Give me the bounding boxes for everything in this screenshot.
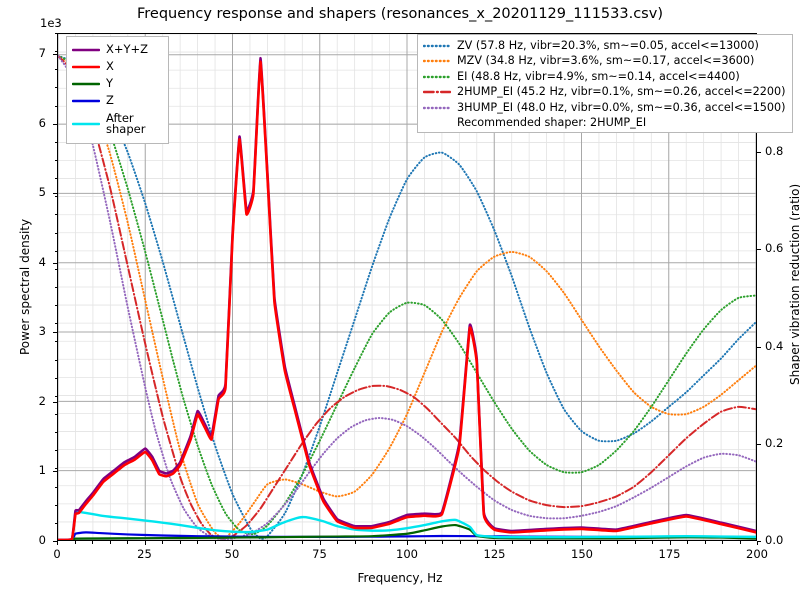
legend-item-ei[interactable]: EI (48.8 Hz, vibr=4.9%, sm~=0.14, accel<… [423,69,785,85]
legend-line-sample [423,56,451,66]
legend-line-sample [72,79,100,89]
legend-line-sample [72,45,100,55]
legend-item-label: Y [106,76,114,91]
legend-line-sample [72,96,100,106]
x-tick-200: 200 [746,547,768,561]
x-tick-125: 125 [483,547,506,561]
legend-item-zv[interactable]: ZV (57.8 Hz, vibr=20.3%, sm~=0.05, accel… [423,38,785,54]
x-tick-25: 25 [137,547,152,561]
x-tick-175: 175 [658,547,681,561]
legend-item-label: EI (48.8 Hz, vibr=4.9%, sm~=0.14, accel<… [457,69,740,83]
y-tick-left-7: 7 [38,45,46,60]
y-tick-left-2: 2 [38,393,46,408]
data-curves [58,54,756,540]
y-tick-right-0: 0.0 [765,533,784,547]
y-tick-left-5: 5 [38,185,46,200]
legend-item-x[interactable]: X [72,58,162,75]
y-tick-right-0p4: 0.4 [765,338,784,353]
legend-line-sample [72,62,100,72]
legend-item-label: 3HUMP_EI (48.0 Hz, vibr=0.0%, sm~=0.36, … [457,100,786,114]
legend-item-label: X+Y+Z [106,42,149,57]
recommended-shaper-note: Recommended shaper: 2HUMP_EI [457,115,647,129]
legend-item-mzv[interactable]: MZV (34.8 Hz, vibr=3.6%, sm~=0.17, accel… [423,54,785,70]
legend-item-label: Z [106,93,114,108]
x-axis-label: Frequency, Hz [357,571,443,585]
x-tick-75: 75 [312,547,327,561]
shaper-curve-2HUMP_EI [58,54,756,540]
shaper-curve-3HUMP_EI [58,54,756,540]
y-tick-right-0p6: 0.6 [765,241,784,256]
legend-item-label: 2HUMP_EI (45.2 Hz, vibr=0.1%, sm~=0.26, … [457,85,786,99]
chart-title: Frequency response and shapers (resonanc… [137,6,663,22]
y-tick-left-0: 0 [38,533,46,547]
legend-item-label: MZV (34.8 Hz, vibr=3.6%, sm~=0.17, accel… [457,54,755,68]
legend-shapers[interactable]: ZV (57.8 Hz, vibr=20.3%, sm~=0.05, accel… [417,34,794,133]
y-tick-left-6: 6 [38,115,46,130]
legend-item-2hump-ei[interactable]: 2HUMP_EI (45.2 Hz, vibr=0.1%, sm~=0.26, … [423,85,785,101]
x-tick-100: 100 [396,547,418,561]
legend-item-after-shaper[interactable]: After shaper [72,109,162,139]
legend-item-label: X [106,59,114,74]
legend-line-sample [423,72,451,82]
shaper-curve-MZV [58,54,756,539]
legend-item-x-y-z[interactable]: X+Y+Z [72,41,162,58]
legend-line-sample [423,87,451,97]
legend-line-sample [72,119,100,129]
legend-psd[interactable]: X+Y+Z X Y Z After shaper [66,36,169,144]
y-axis-multiplier: 1e3 [40,16,62,30]
legend-item-z[interactable]: Z [72,92,162,109]
x-tick-0: 0 [53,547,61,561]
legend-item-3hump-ei[interactable]: 3HUMP_EI (48.0 Hz, vibr=0.0%, sm~=0.36, … [423,100,785,116]
legend-line-sample [423,103,451,113]
y-axis-right-label: Shaper vibration reduction (ratio) [788,183,800,385]
y-tick-left-4: 4 [38,254,46,269]
y-tick-right-0p8: 0.8 [765,144,784,159]
shaper-curve-ZV [58,54,756,540]
y-tick-left-3: 3 [38,324,46,339]
shaper-curve-EI [58,54,756,536]
y-tick-right-0p2: 0.2 [765,435,784,450]
legend-item-y[interactable]: Y [72,75,162,92]
psd-curve-X [58,60,756,540]
legend-item-label: After shaper [106,110,146,136]
y-tick-left-1: 1 [38,463,46,478]
legend-line-sample [423,41,451,51]
psd-curve-After-shaper [58,509,756,540]
x-tick-50: 50 [224,547,240,561]
x-tick-150: 150 [571,547,593,561]
legend-item-label: ZV (57.8 Hz, vibr=20.3%, sm~=0.05, accel… [457,38,759,52]
